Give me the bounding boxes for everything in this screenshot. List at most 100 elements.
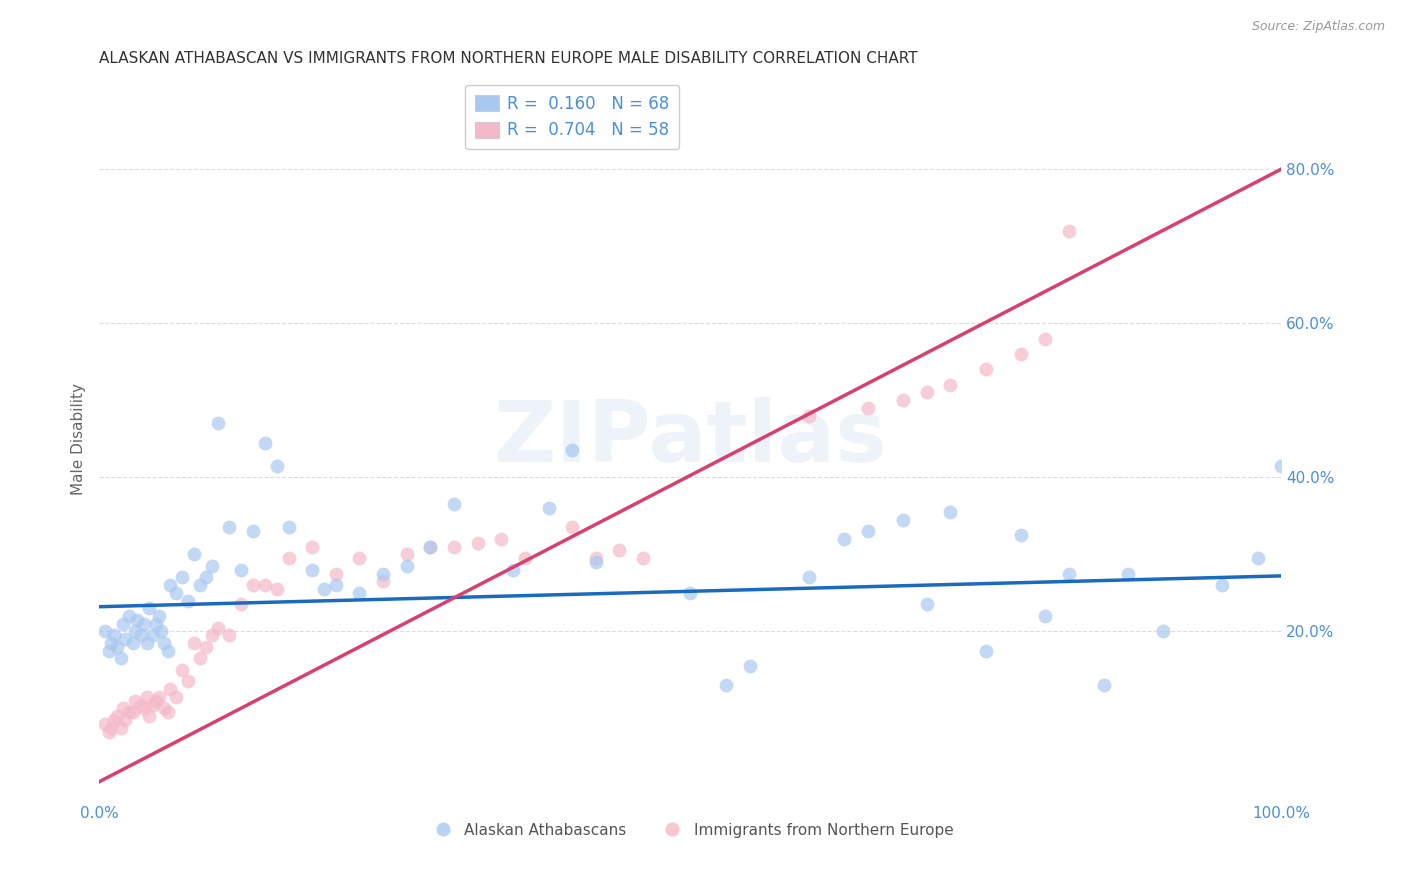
Point: [609, 543, 631, 558]
Point: [856, 524, 879, 539]
Point: [891, 393, 914, 408]
Point: [124, 624, 146, 639]
Point: [110, 651, 132, 665]
Point: [679, 586, 702, 600]
Point: [537, 501, 560, 516]
Point: [242, 524, 264, 539]
Point: [165, 690, 187, 704]
Point: [797, 570, 820, 584]
Point: [135, 636, 157, 650]
Point: [201, 558, 224, 573]
Point: [1116, 566, 1139, 581]
Point: [349, 551, 371, 566]
Point: [1247, 551, 1270, 566]
Point: [218, 628, 240, 642]
Point: [177, 593, 200, 607]
Point: [188, 651, 211, 665]
Point: [491, 532, 513, 546]
Point: [1211, 578, 1233, 592]
Point: [156, 706, 179, 720]
Point: [1057, 566, 1080, 581]
Point: [114, 632, 136, 646]
Point: [325, 578, 347, 592]
Point: [124, 694, 146, 708]
Point: [832, 532, 855, 546]
Text: ZIPatlas: ZIPatlas: [494, 397, 887, 480]
Point: [138, 709, 160, 723]
Point: [177, 674, 200, 689]
Point: [419, 540, 441, 554]
Point: [395, 547, 418, 561]
Point: [349, 586, 371, 600]
Point: [172, 663, 194, 677]
Point: [142, 698, 165, 712]
Point: [253, 435, 276, 450]
Point: [277, 520, 299, 534]
Point: [97, 724, 120, 739]
Point: [142, 628, 165, 642]
Point: [467, 535, 489, 549]
Point: [974, 362, 997, 376]
Point: [585, 555, 607, 569]
Legend: Alaskan Athabascans, Immigrants from Northern Europe: Alaskan Athabascans, Immigrants from Nor…: [422, 817, 959, 844]
Point: [194, 640, 217, 654]
Point: [561, 520, 583, 534]
Point: [97, 643, 120, 657]
Point: [231, 598, 253, 612]
Point: [325, 566, 347, 581]
Point: [301, 563, 323, 577]
Text: ALASKAN ATHABASCAN VS IMMIGRANTS FROM NORTHERN EUROPE MALE DISABILITY CORRELATIO: ALASKAN ATHABASCAN VS IMMIGRANTS FROM NO…: [100, 51, 918, 66]
Point: [112, 616, 135, 631]
Point: [105, 640, 128, 654]
Point: [159, 578, 181, 592]
Point: [1033, 609, 1056, 624]
Point: [1033, 332, 1056, 346]
Point: [149, 624, 172, 639]
Point: [156, 643, 179, 657]
Point: [218, 520, 240, 534]
Point: [94, 624, 117, 639]
Point: [891, 513, 914, 527]
Point: [371, 566, 394, 581]
Point: [153, 636, 176, 650]
Point: [371, 574, 394, 589]
Point: [939, 505, 962, 519]
Point: [135, 690, 157, 704]
Point: [1057, 224, 1080, 238]
Point: [134, 616, 156, 631]
Point: [165, 586, 187, 600]
Point: [138, 601, 160, 615]
Point: [183, 636, 205, 650]
Point: [915, 598, 938, 612]
Point: [100, 636, 122, 650]
Point: [312, 582, 335, 596]
Point: [127, 613, 149, 627]
Point: [114, 713, 136, 727]
Point: [301, 540, 323, 554]
Point: [561, 443, 583, 458]
Point: [183, 547, 205, 561]
Point: [443, 497, 465, 511]
Point: [121, 636, 143, 650]
Point: [94, 716, 117, 731]
Point: [201, 628, 224, 642]
Point: [974, 643, 997, 657]
Point: [266, 582, 288, 596]
Point: [129, 628, 152, 642]
Point: [513, 551, 536, 566]
Point: [118, 706, 141, 720]
Point: [443, 540, 465, 554]
Point: [207, 620, 229, 634]
Point: [207, 417, 229, 431]
Point: [1092, 678, 1115, 692]
Text: Source: ZipAtlas.com: Source: ZipAtlas.com: [1251, 20, 1385, 33]
Point: [502, 563, 524, 577]
Point: [585, 551, 607, 566]
Point: [1010, 347, 1032, 361]
Point: [194, 570, 217, 584]
Point: [856, 401, 879, 415]
Point: [129, 698, 152, 712]
Point: [714, 678, 737, 692]
Point: [112, 701, 135, 715]
Point: [797, 409, 820, 423]
